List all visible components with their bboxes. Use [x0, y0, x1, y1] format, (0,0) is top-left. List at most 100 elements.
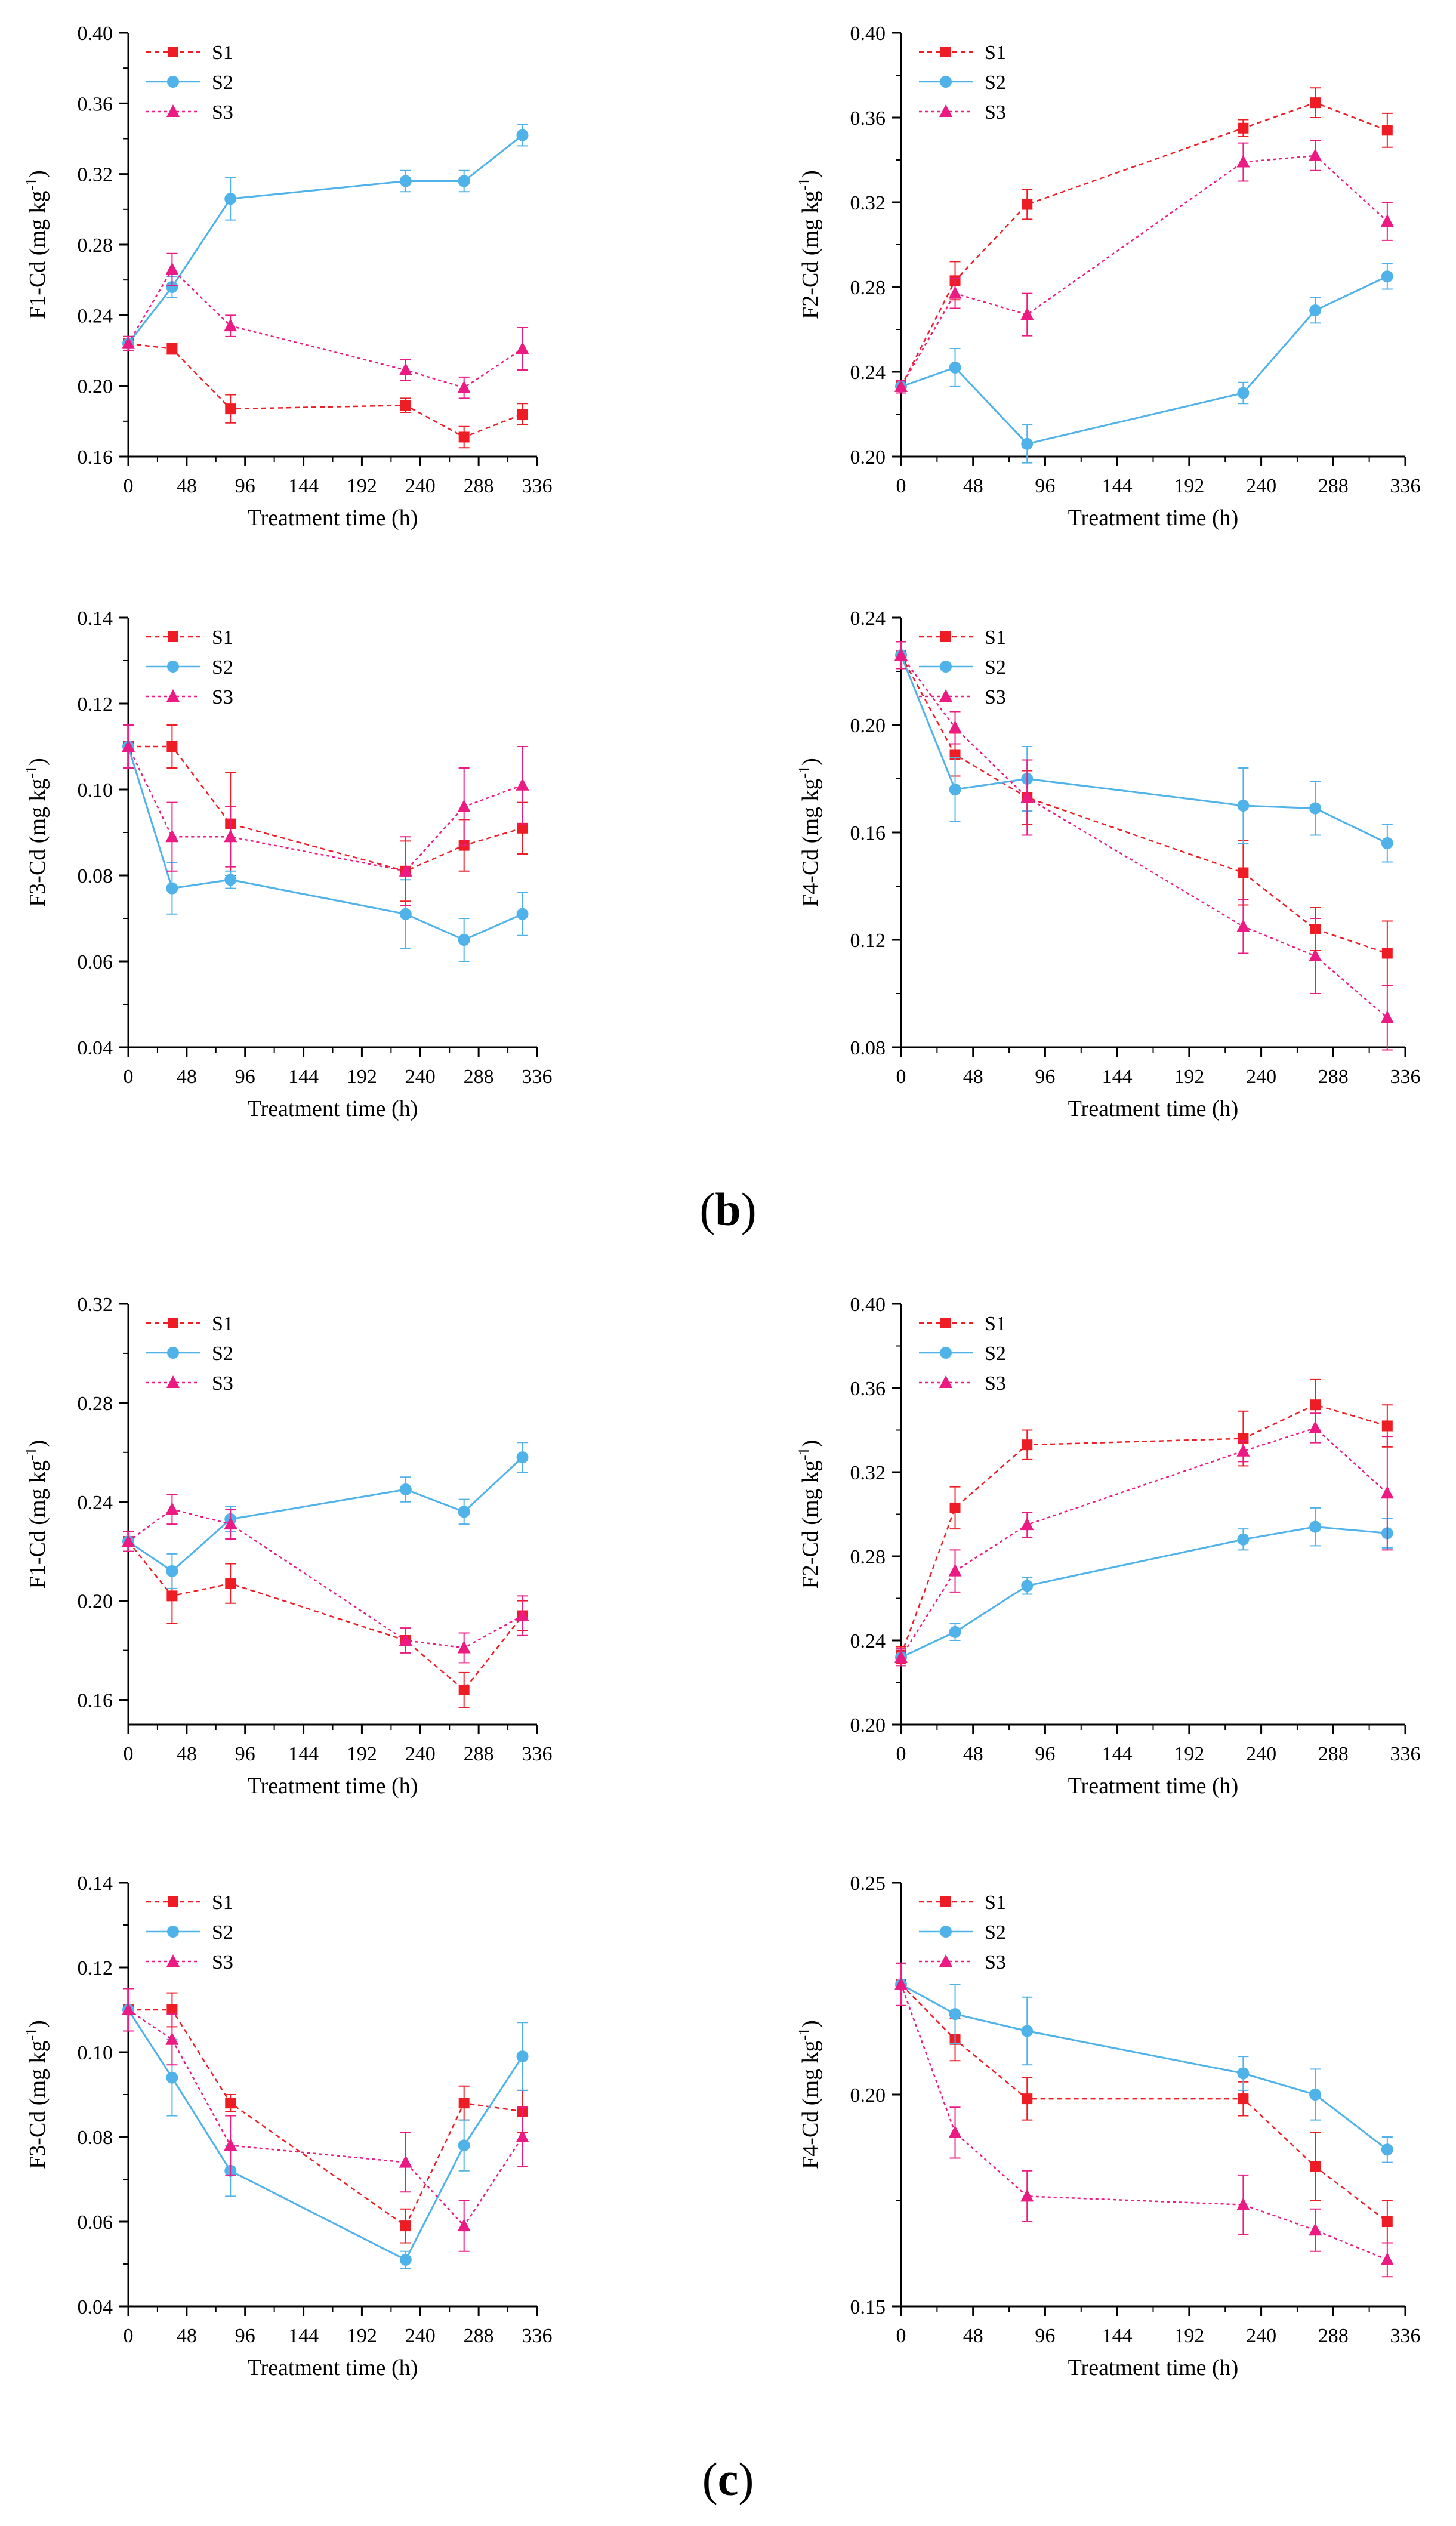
legend-marker — [167, 1926, 179, 1938]
data-point — [1380, 214, 1394, 227]
legend-marker — [940, 1347, 952, 1359]
x-tick-label: 288 — [464, 1066, 494, 1088]
x-tick-label: 336 — [522, 1743, 553, 1765]
series-S1 — [896, 1378, 1393, 1664]
data-point — [516, 1608, 529, 1621]
y-tick-label: 0.12 — [850, 930, 886, 952]
data-point — [458, 431, 470, 443]
legend: S1 S2 S3 — [146, 627, 233, 708]
y-axis-label-end: ) — [798, 2020, 823, 2028]
series-line — [900, 655, 1388, 1019]
legend-label: S1 — [212, 627, 233, 649]
y-axis-label-sup: -1 — [795, 766, 813, 779]
y-tick-label: 0.16 — [78, 1690, 113, 1712]
data-point — [1381, 948, 1393, 959]
y-tick-label: 0.08 — [850, 1037, 886, 1059]
legend-marker — [940, 631, 951, 642]
data-point — [1020, 2189, 1034, 2202]
x-axis-label: Treatment time (h) — [248, 2355, 418, 2380]
x-tick-label: 288 — [1318, 1743, 1349, 1765]
x-tick-label: 288 — [1318, 475, 1349, 497]
data-point — [517, 409, 528, 420]
y-axis-label-end: ) — [25, 758, 50, 766]
y-tick-label: 0.10 — [78, 2042, 113, 2064]
x-tick-label: 336 — [1390, 1066, 1421, 1088]
x-tick-label: 288 — [1318, 1066, 1349, 1088]
y-axis-label-sup: -1 — [23, 178, 40, 191]
data-point — [166, 1565, 178, 1577]
y-axis-label: F3-Cd (mg kg-1) — [23, 758, 50, 907]
legend-marker — [168, 1896, 178, 1907]
x-tick-label: 240 — [405, 475, 436, 497]
data-point — [1381, 2143, 1393, 2156]
data-point — [458, 2098, 470, 2109]
data-point — [516, 2050, 529, 2063]
y-axis-label: F2-Cd (mg kg-1) — [795, 1440, 823, 1589]
x-tick-label: 0 — [124, 2325, 134, 2347]
data-point — [399, 175, 412, 187]
data-point — [1236, 155, 1250, 168]
data-point — [166, 2071, 178, 2084]
y-tick-label: 0.28 — [78, 235, 113, 257]
x-axis-label: Treatment time (h) — [1068, 1096, 1239, 1121]
x-tick-label: 48 — [963, 1066, 983, 1088]
legend-marker — [940, 76, 952, 88]
legend-label: S3 — [985, 101, 1006, 124]
y-tick-label: 0.40 — [850, 23, 886, 45]
data-point — [399, 363, 412, 376]
data-point — [166, 882, 178, 895]
series-S1 — [123, 1531, 528, 1708]
chart-5: 0 48 96 144 192 240 288 336 0.16 0.20 0.24 0.28 0.32… — [23, 1294, 553, 1799]
x-tick-label: 0 — [896, 2325, 906, 2347]
y-tick-label: 0.28 — [78, 1393, 113, 1415]
panel-label-b: (b) — [0, 1183, 1456, 1236]
panel-label-b-open: ( — [699, 1183, 715, 1235]
x-tick-label: 96 — [235, 2325, 255, 2347]
series-line — [900, 655, 1388, 954]
x-tick-label: 336 — [1390, 475, 1421, 497]
series-S1 — [123, 1988, 528, 2244]
y-tick-label: 0.10 — [78, 779, 113, 801]
x-tick-label: 240 — [405, 1066, 436, 1088]
data-point — [1237, 387, 1250, 399]
x-tick-label: 144 — [288, 1743, 319, 1765]
legend-marker — [940, 1318, 951, 1328]
data-point — [458, 175, 470, 187]
data-point — [1380, 1010, 1394, 1023]
data-point — [457, 1640, 471, 1654]
panel-label-c-close: ) — [738, 2453, 754, 2505]
y-axis-label-end: ) — [798, 758, 823, 766]
panel-label-c-letter: c — [717, 2453, 739, 2505]
y-axis-label-end: ) — [25, 2020, 50, 2028]
data-point — [399, 1483, 412, 1496]
data-point — [399, 1633, 412, 1646]
legend-marker — [167, 76, 179, 88]
x-tick-label: 144 — [1102, 2325, 1133, 2347]
data-point — [165, 829, 179, 843]
series-line — [127, 268, 523, 388]
data-point — [166, 741, 178, 752]
series-S3 — [122, 252, 529, 399]
data-point — [1380, 2252, 1394, 2265]
data-point — [1237, 1533, 1250, 1546]
y-axis-label: F3-Cd (mg kg-1) — [23, 2020, 50, 2169]
y-tick-label: 0.16 — [78, 446, 113, 468]
data-point — [1310, 1399, 1321, 1411]
legend-marker — [940, 47, 951, 57]
data-point — [1020, 790, 1034, 803]
data-point — [1021, 2025, 1034, 2037]
data-point — [1238, 867, 1249, 878]
data-point — [166, 2004, 178, 2015]
data-point — [1022, 199, 1033, 210]
x-tick-label: 192 — [1174, 1066, 1204, 1088]
x-tick-label: 0 — [896, 475, 906, 497]
data-point — [1022, 2093, 1033, 2105]
legend-label: S3 — [985, 1373, 1006, 1395]
series-S3 — [122, 724, 529, 906]
legend-marker — [167, 661, 179, 673]
data-point — [1309, 802, 1322, 815]
data-point — [516, 129, 529, 141]
data-point — [1381, 2216, 1393, 2227]
data-point — [948, 1563, 962, 1577]
x-tick-label: 240 — [405, 2325, 436, 2347]
